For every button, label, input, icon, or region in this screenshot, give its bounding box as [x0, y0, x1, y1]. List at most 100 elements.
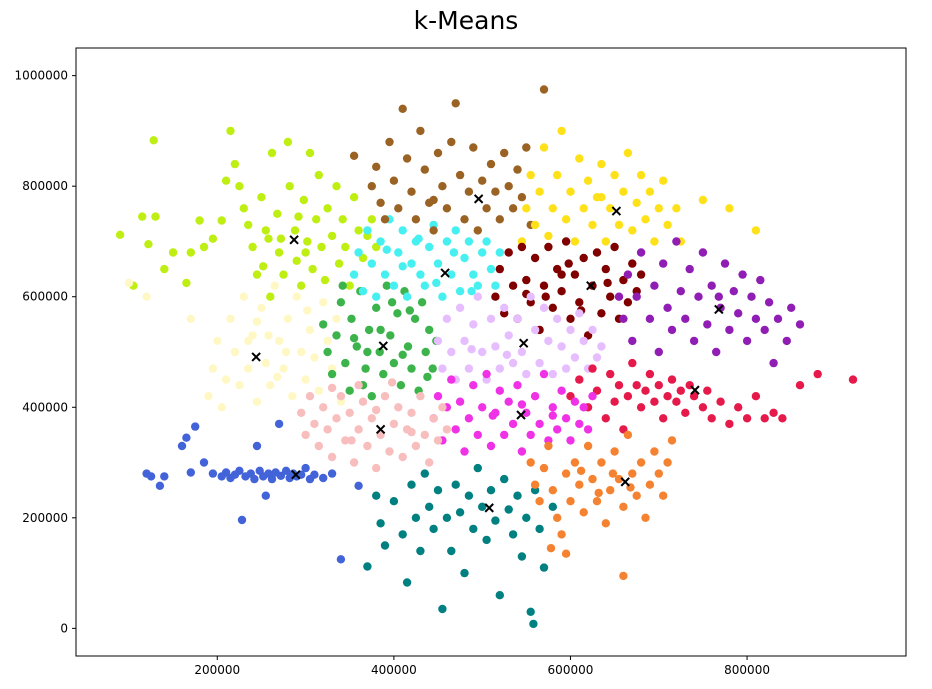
cluster-6-point: [517, 242, 527, 252]
cluster-2-point: [345, 386, 354, 395]
cluster-7-point: [712, 347, 721, 357]
cluster-6-point: [561, 237, 571, 246]
cluster-0-point: [257, 193, 266, 202]
cluster-9-point: [734, 403, 743, 412]
cluster-10-point: [539, 369, 549, 379]
cluster-11-point: [327, 452, 337, 462]
cluster-0-point: [367, 215, 376, 224]
cluster-1-point: [261, 358, 270, 368]
cluster-4-point: [394, 204, 403, 213]
cluster-5-point: [654, 204, 663, 213]
cluster-2-point: [423, 372, 432, 382]
cluster-7-point: [659, 259, 668, 268]
cluster-9-point: [628, 358, 637, 368]
cluster-4-point: [402, 154, 412, 163]
cluster-5-point: [623, 148, 633, 158]
cluster-1-point: [323, 336, 332, 346]
cluster-8-point: [557, 342, 566, 351]
cluster-11-point: [442, 425, 452, 434]
cluster-13-point: [411, 513, 421, 522]
cluster-5-point: [522, 204, 531, 213]
cluster-14-centroid-marker: [620, 477, 630, 487]
cluster-14-point: [628, 469, 637, 478]
cluster-1-point: [292, 292, 301, 301]
cluster-0-point: [252, 270, 262, 279]
cluster-4-point: [491, 187, 500, 196]
cluster-8-point: [526, 292, 535, 301]
cluster-1-point: [303, 306, 312, 315]
cluster-7-point: [681, 314, 690, 323]
cluster-3-point: [420, 281, 429, 290]
cluster-7-point: [654, 347, 663, 357]
cluster-5-point: [632, 198, 641, 207]
cluster-0-point: [320, 275, 330, 285]
cluster-4-point: [398, 104, 407, 114]
cluster-3-point: [451, 226, 460, 235]
cluster-4-point: [478, 176, 487, 185]
cluster-3-point: [495, 248, 504, 257]
cluster-6-point: [522, 275, 531, 285]
cluster-5-point: [539, 143, 549, 152]
cluster-4-point: [522, 143, 531, 152]
cluster-2-point: [367, 392, 376, 401]
cluster-0-point: [115, 230, 125, 239]
cluster-4-point: [442, 204, 452, 213]
cluster-3-point: [376, 237, 385, 246]
cluster-0-point: [308, 264, 317, 274]
cluster-1-point: [319, 298, 328, 307]
centroids-layer: [251, 194, 724, 513]
cluster-4-point: [380, 215, 390, 224]
cluster-4-point: [376, 198, 385, 207]
cluster-11-point: [425, 458, 434, 467]
cluster-2-point: [403, 342, 413, 351]
cluster-3-point: [469, 270, 478, 279]
cluster-7-point: [760, 325, 769, 335]
cluster-10-point: [482, 369, 491, 379]
cluster-10-point: [548, 403, 557, 412]
cluster-0-point: [266, 292, 275, 301]
cluster-9-point: [663, 392, 672, 401]
cluster-2-point: [410, 314, 420, 323]
cluster-14-point: [659, 491, 668, 500]
cluster-14-point: [619, 571, 628, 581]
cluster-4-point: [429, 226, 438, 235]
cluster-8-point: [553, 314, 562, 323]
cluster-1-point: [252, 397, 262, 406]
cluster-11-point: [416, 392, 425, 401]
cluster-1-point: [221, 375, 231, 384]
cluster-4-point: [455, 170, 465, 180]
cluster-14-point: [667, 436, 677, 445]
cluster-11-point: [407, 427, 416, 437]
cluster-5-point: [553, 170, 562, 180]
cluster-0-point: [290, 226, 300, 235]
cluster-1-point: [226, 314, 235, 323]
cluster-3-point: [442, 237, 452, 246]
cluster-8-point: [575, 309, 584, 318]
cluster-7-point: [698, 248, 708, 257]
cluster-10-point: [579, 403, 588, 412]
cluster-3-point: [372, 292, 381, 301]
cluster-7-point: [795, 320, 805, 329]
cluster-7-point: [782, 336, 791, 346]
cluster-0-point: [285, 182, 294, 191]
cluster-12-point: [327, 469, 337, 478]
cluster-11-point: [327, 383, 337, 393]
x-tick-label: 800000: [724, 663, 770, 677]
cluster-13-point: [478, 502, 487, 511]
cluster-14-point: [597, 458, 606, 467]
cluster-13-point: [389, 497, 399, 506]
cluster-10-point: [526, 430, 535, 440]
cluster-1-point: [297, 347, 306, 357]
cluster-14-point: [614, 474, 624, 484]
cluster-4-point: [438, 182, 447, 191]
cluster-0-point: [317, 242, 326, 252]
cluster-10-point: [548, 411, 557, 420]
y-tick-label: 600000: [22, 290, 68, 304]
cluster-8-point: [530, 325, 540, 335]
cluster-13-point: [464, 491, 474, 500]
cluster-14-point: [557, 530, 566, 539]
cluster-1-point: [283, 314, 293, 323]
cluster-4-point: [447, 137, 456, 147]
cluster-14-point: [650, 447, 659, 456]
cluster-8-point: [495, 364, 504, 373]
